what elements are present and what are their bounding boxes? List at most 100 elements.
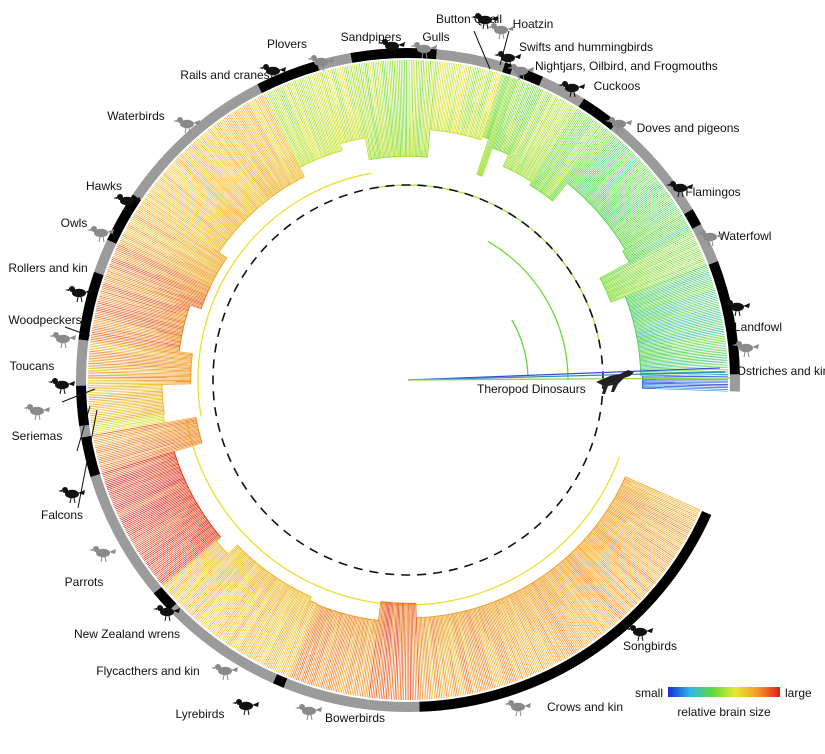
clade-icons (23, 13, 759, 721)
ring-segment-sandpipers (350, 48, 437, 63)
label-leader-line (61, 388, 96, 403)
pigeon-icon (605, 117, 632, 134)
branches-cuckoos (529, 108, 610, 202)
branches-crows-and-kin (368, 601, 420, 700)
parrot-icon (89, 546, 116, 563)
legend-large-label: large (785, 686, 812, 700)
ring-segment-landfowl (708, 261, 740, 375)
ostrich-icon (732, 341, 759, 358)
clade-label-hoatzin: Hoatzin (513, 17, 554, 31)
branches-waterfowl (599, 229, 707, 303)
owl-icon (87, 226, 114, 243)
ring-segment-bowerbirds (283, 678, 369, 710)
branches-waterbirds (142, 94, 305, 253)
branches-landfowl (624, 264, 728, 377)
clade-label-songbirds: Songbirds (623, 639, 677, 653)
nightjar-icon (507, 64, 534, 81)
cormorant-icon (173, 117, 200, 134)
clade-label-crows-and-kin: Crows and kin (547, 700, 623, 714)
ring-segment-toucans (76, 385, 90, 427)
clade-label-flycacthers-and-kin: Flycacthers and kin (96, 664, 199, 678)
branches-gulls (429, 61, 502, 141)
ring-segment-flycacthers-and-kin (169, 603, 278, 684)
branches-ostriches-and-kin (641, 374, 729, 392)
ring-segment-hawks (107, 194, 142, 244)
clade-label-doves-and-pigeons: Doves and pigeons (637, 121, 740, 135)
ring-segment-cuckoos (578, 98, 617, 130)
clade-label-parrots: Parrots (65, 575, 104, 589)
sandpiper-icon (378, 39, 405, 56)
cuckoo-icon (558, 81, 585, 98)
lyrebird-icon (232, 699, 259, 716)
clade-label-flamingos: Flamingos (685, 185, 740, 199)
ring-segment-woodpeckers (76, 339, 89, 386)
branches-parrots (101, 451, 222, 586)
label-leader-line (76, 405, 91, 452)
ring-segment-parrots (90, 474, 162, 594)
bowerbird-icon (295, 704, 322, 721)
wren-icon (153, 605, 180, 622)
crow-icon (504, 700, 531, 717)
clade-label-waterbirds: Waterbirds (107, 109, 165, 123)
clade-label-bowerbirds: Bowerbirds (325, 711, 385, 725)
ring-segment-waterfowl (692, 224, 718, 265)
duck-icon (696, 230, 723, 247)
seriema-icon (23, 404, 50, 421)
ring-segment-songbirds (419, 510, 712, 712)
branches-new-zealand-wrens (162, 540, 229, 603)
branches-woodpeckers (87, 340, 193, 386)
ring-segment-waterbirds (132, 84, 262, 200)
ring-segment-nightjars-oilbird-and-frogmouths (538, 76, 584, 107)
clade-label-cuckoos: Cuckoos (594, 79, 641, 93)
branches-owls (105, 244, 211, 310)
branches-doves-and-pigeons (567, 131, 683, 250)
clade-label-ostriches-and-kin: Ostriches and kin (737, 364, 825, 378)
clade-label-waterfowl: Waterfowl (719, 229, 772, 243)
crane-icon (259, 64, 286, 81)
root-stem (407, 367, 731, 381)
woodpecker-icon (49, 332, 76, 349)
chicken-icon (723, 300, 750, 317)
branches-sandpipers (352, 60, 437, 161)
clade-label-rails-and-cranes: Rails and cranes (180, 68, 269, 82)
clade-label-owls: Owls (61, 216, 88, 230)
clade-label-toucans: Toucans (10, 359, 55, 373)
ring-segment-seriemas (79, 424, 91, 438)
branches-flycacthers-and-kin (177, 544, 312, 673)
clade-label-rollers-and-kin: Rollers and kin (8, 261, 87, 275)
branches-seriemas (91, 413, 166, 436)
ring-segment-rollers-and-kin (78, 271, 104, 341)
hawk-icon (113, 194, 140, 211)
brain-size-legend: small large relative brain size (635, 686, 812, 719)
branches-hawks (117, 200, 228, 288)
legend-caption: relative brain size (677, 705, 771, 719)
roller-icon (65, 286, 92, 303)
clade-label-seriemas: Seriemas (12, 429, 63, 443)
legend-small-label: small (635, 686, 663, 700)
ring-segment-button-quail (502, 62, 514, 75)
clade-label-woodpeckers: Woodpeckers (8, 313, 81, 327)
label-leader-line (64, 326, 91, 337)
theropod-dinosaur-icon (596, 370, 634, 394)
ring-segment-new-zealand-wrens (153, 586, 177, 611)
clade-label-lyrebirds: Lyrebirds (176, 707, 225, 721)
toucan-icon (48, 378, 75, 395)
clade-label-falcons: Falcons (41, 508, 83, 522)
clade-label-nightjars-oilbird-and-frogmouths: Nightjars, Oilbird, and Frogmouths (535, 59, 718, 73)
clade-label-plovers: Plovers (267, 37, 307, 51)
branches-songbirds (415, 476, 701, 700)
clade-label-gulls: Gulls (422, 30, 449, 44)
flycatcher-icon (211, 664, 238, 681)
clade-label-swifts-and-hummingbirds: Swifts and hummingbirds (519, 40, 653, 54)
quail-icon (471, 13, 498, 30)
branches-rollers-and-kin (90, 275, 191, 353)
ring-segment-falcons (81, 435, 101, 478)
hummingbird-icon (494, 51, 521, 68)
theropod-label: Theropod Dinosaurs (477, 382, 586, 396)
legend-gradient-bar (668, 687, 780, 697)
ring-segment-crows-and-kin (367, 699, 420, 712)
tree-branches (87, 60, 729, 700)
flamingo-icon (666, 181, 693, 198)
songbird-icon (626, 625, 653, 642)
